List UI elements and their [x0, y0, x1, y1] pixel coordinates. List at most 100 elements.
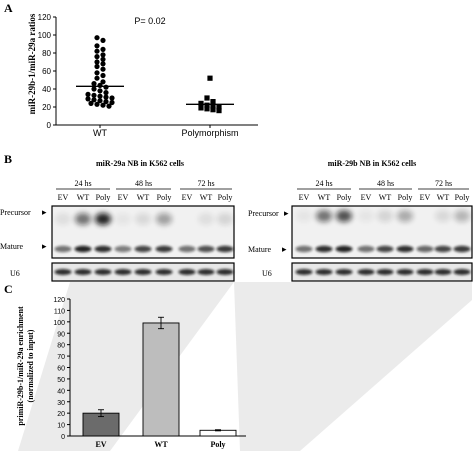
- zoom-wedge-left: [18, 282, 234, 451]
- right-blot-bands: [295, 210, 471, 253]
- panel-b-letter: B: [4, 152, 12, 166]
- right-precursor-band: [296, 210, 312, 222]
- scatter-xtick-wt: WT: [93, 128, 107, 138]
- right-lane-label: EV: [361, 193, 372, 202]
- left-lane-label: Poly: [96, 193, 111, 202]
- right-u6-band: [357, 269, 375, 275]
- scatter-point-wt: [100, 37, 106, 44]
- right-precursor-band: [377, 210, 393, 222]
- left-u6-band: [216, 269, 234, 275]
- left-precursor-band: [135, 213, 151, 225]
- right-timepoint-label: 48 hs: [377, 179, 394, 188]
- right-u6-band: [376, 269, 394, 275]
- left-lane-label: Poly: [218, 193, 233, 202]
- left-lane-label: Poly: [157, 193, 172, 202]
- bar-ytick-label: 10: [57, 423, 65, 430]
- scatter-point-wt: [97, 88, 103, 94]
- right-mature-band: [335, 245, 353, 253]
- right-u6-band: [295, 269, 313, 275]
- right-blot-title: miR-29b NB in K562 cells: [328, 159, 416, 168]
- bar-xtick-ev: EV: [95, 440, 106, 449]
- left-u6-label: U6: [10, 269, 20, 278]
- left-mature-band: [155, 245, 173, 253]
- scatter-point-polymorphism: [204, 106, 210, 112]
- right-u6-band: [396, 269, 414, 275]
- scatter-point-wt: [91, 86, 97, 92]
- right-mature-band: [453, 245, 471, 253]
- right-mature-band: [416, 245, 434, 253]
- right-lane-label: EV: [420, 193, 431, 202]
- left-timepoint-label: 72 hs: [197, 179, 214, 188]
- right-u6-band: [453, 269, 471, 275]
- left-precursor-band: [217, 213, 233, 225]
- right-precursor-band: [358, 210, 374, 222]
- scatter-point-polymorphism: [198, 105, 204, 111]
- left-u6-band: [178, 269, 196, 275]
- left-lane-label: EV: [182, 193, 193, 202]
- left-u6-band: [74, 269, 92, 275]
- left-u6-bands: [54, 269, 234, 275]
- bar-ytick-label: 70: [57, 354, 65, 361]
- left-blot-title: miR-29a NB in K562 cells: [96, 159, 184, 168]
- left-mature-band: [216, 245, 234, 253]
- scatter-point-wt: [103, 90, 109, 96]
- right-u6-band: [335, 269, 353, 275]
- scatter-point-wt: [103, 99, 109, 105]
- right-u6-bands: [295, 269, 471, 275]
- scatter-point-wt: [94, 54, 100, 60]
- scatter-point-wt: [100, 79, 106, 85]
- scatter-ytick-label: 60: [42, 67, 51, 76]
- scatter-point-wt: [100, 72, 106, 79]
- scatter-point-wt: [97, 93, 103, 99]
- scatter-point-wt: [100, 46, 106, 53]
- bar-ytick-label: 20: [57, 411, 65, 418]
- scatter-point-wt: [106, 103, 112, 109]
- left-u6-band: [134, 269, 152, 275]
- left-precursor-band: [95, 213, 111, 225]
- right-blot-image: [291, 205, 473, 282]
- left-lane-label: EV: [58, 193, 69, 202]
- bar-axes: 0 10 20 30 40 50 60 70 80 90 100 110 120: [53, 297, 246, 441]
- left-lane-label: WT: [200, 193, 213, 202]
- right-lane-label: Poly: [455, 193, 470, 202]
- left-mature-label: Mature: [0, 242, 24, 251]
- right-precursor-band: [397, 210, 413, 222]
- right-mature-band: [396, 245, 414, 253]
- left-u6-band: [94, 269, 112, 275]
- scatter-point-wt: [94, 75, 100, 81]
- right-lane-label: EV: [299, 193, 310, 202]
- scatter-point-wt: [100, 56, 106, 62]
- left-precursor-band: [55, 213, 71, 225]
- right-mature-band: [315, 245, 333, 253]
- scatter-point-wt: [91, 81, 97, 87]
- bar-ytick-label: 80: [57, 343, 65, 350]
- scatter-point-polymorphism: [204, 95, 210, 101]
- scatter-point-wt: [94, 59, 100, 65]
- scatter-ytick-label: 100: [38, 31, 52, 40]
- scatter-point-wt: [94, 35, 100, 41]
- scatter-point-wt: [94, 101, 100, 107]
- right-lane-label: WT: [437, 193, 450, 202]
- scatter-point-polymorphism: [210, 99, 216, 105]
- bar-ytick-label: 120: [53, 297, 65, 304]
- scatter-point-wt: [94, 63, 100, 70]
- right-mature-band: [376, 245, 394, 253]
- scatter-point-wt: [85, 91, 91, 97]
- scatter-ytick-label: 120: [38, 13, 52, 22]
- scatter-point-wt: [91, 92, 97, 98]
- scatter-ytick-label: 40: [42, 85, 51, 94]
- bar-ytick-label: 60: [57, 366, 65, 373]
- left-precursor-band: [75, 213, 91, 225]
- bar-ytick-label: 40: [57, 388, 65, 395]
- left-precursor-band: [156, 213, 172, 225]
- right-timepoint-label: 24 hs: [315, 179, 332, 188]
- left-precursor-band: [198, 213, 214, 225]
- right-precursor-band: [454, 210, 470, 222]
- right-precursor-arrow-icon: ▸: [284, 208, 289, 218]
- bar-xtick-wt: WT: [154, 440, 168, 449]
- scatter-point-wt: [100, 52, 106, 58]
- panel-a-letter: A: [4, 1, 13, 15]
- right-precursor-band: [336, 210, 352, 222]
- scatter-point-wt: [88, 100, 94, 106]
